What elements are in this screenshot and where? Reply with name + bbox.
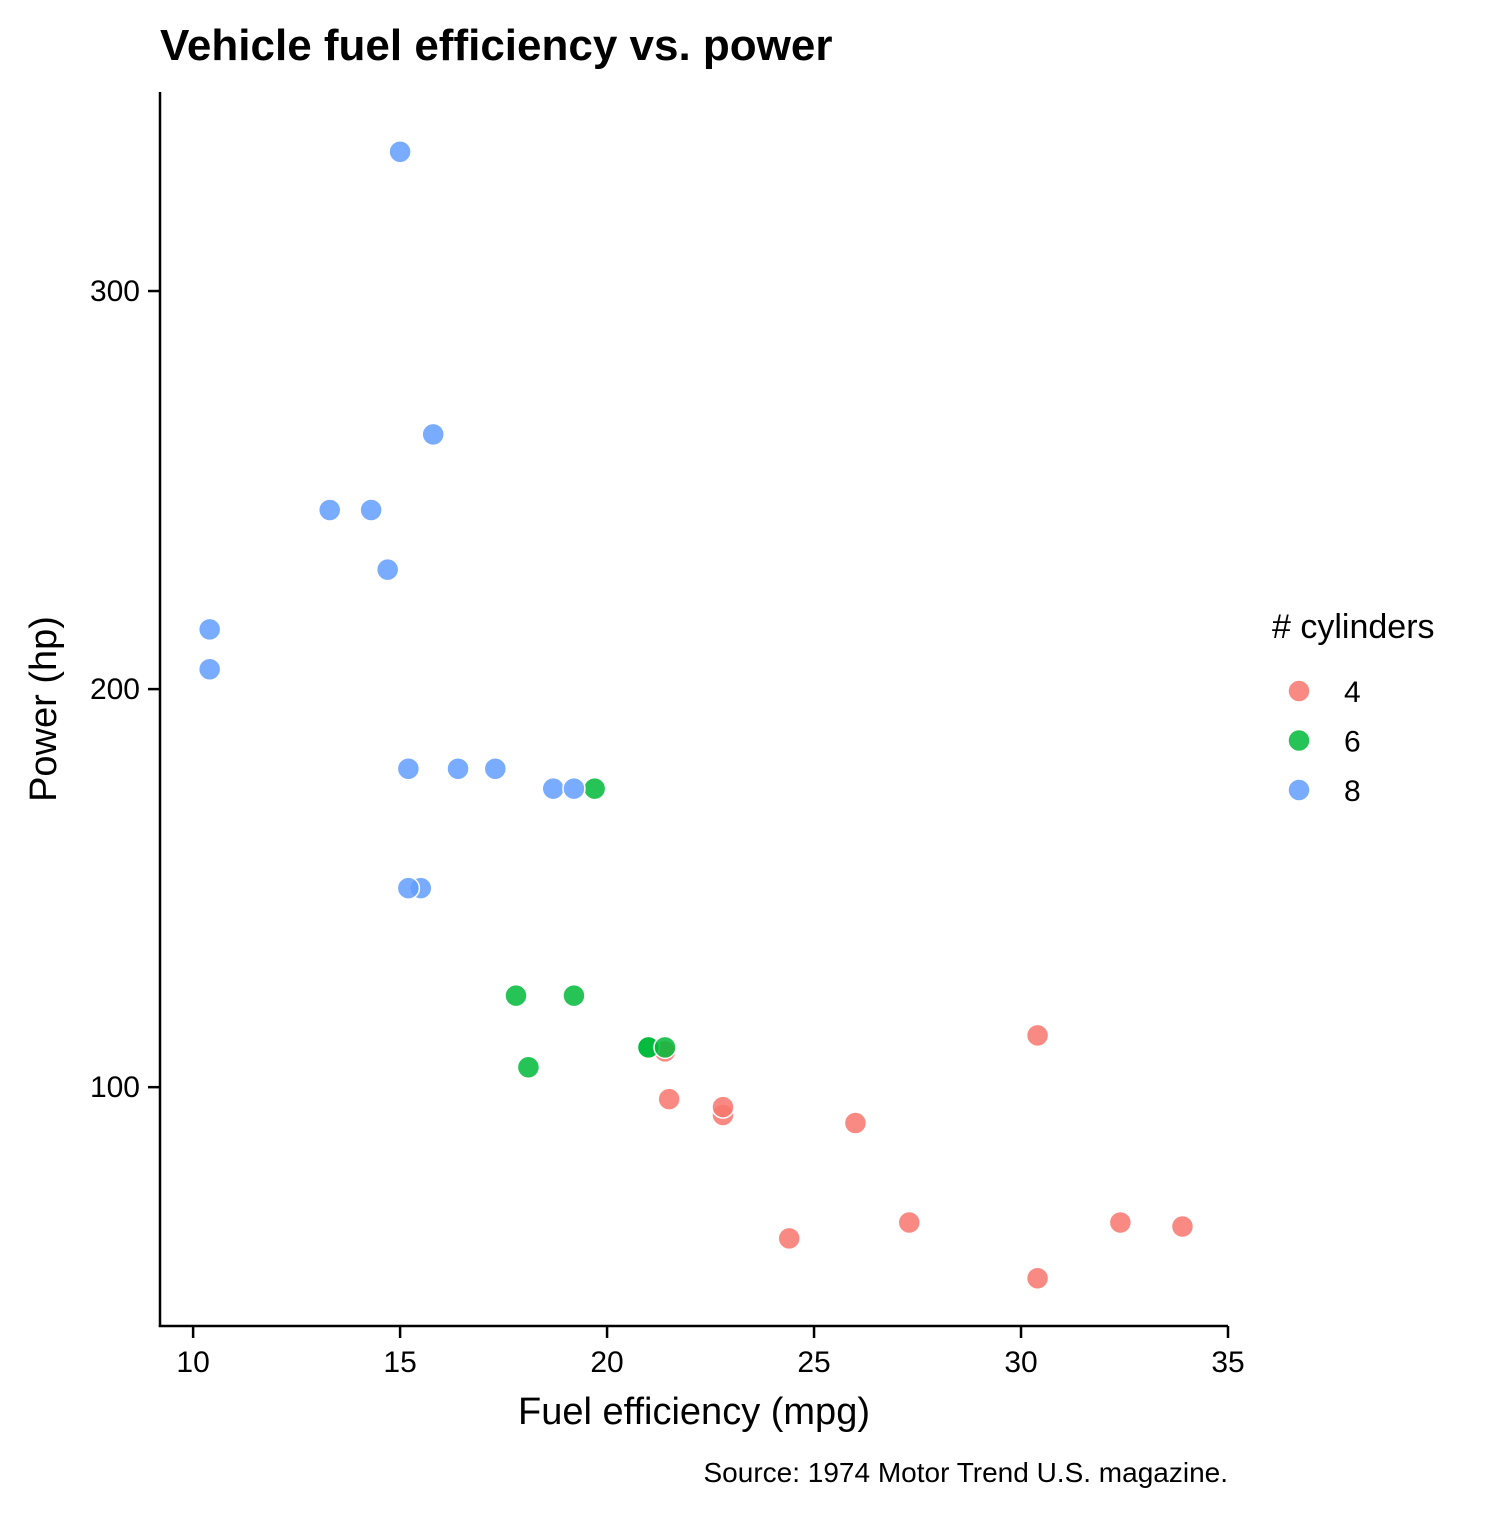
legend-label-6: 6 [1344,726,1361,759]
point-cyl-8 [359,498,383,522]
x-tick-label: 15 [383,1346,416,1379]
point-cyl-8 [396,756,421,781]
point-cyl-4 [711,1095,735,1119]
x-axis-ticks: 10 15 20 25 30 35 [176,1326,1245,1379]
point-cyl-8 [446,756,470,781]
point-cyl-4 [777,1226,801,1251]
point-cyl-4 [1025,1266,1050,1290]
points-layer [197,139,1195,1290]
point-cyl-8 [483,756,508,781]
point-cyl-4 [897,1210,922,1235]
y-tick-label: 200 [90,673,140,706]
x-tick-label: 35 [1211,1346,1244,1379]
x-tick-label: 10 [176,1346,209,1379]
legend-label-8: 8 [1344,775,1361,808]
x-tick-label: 20 [590,1346,623,1379]
point-cyl-6 [504,983,528,1008]
point-cyl-8 [317,498,342,522]
point-cyl-8 [562,776,586,801]
chart-caption: Source: 1974 Motor Trend U.S. magazine. [704,1457,1229,1488]
point-cyl-8 [388,139,412,164]
point-cyl-8 [541,776,566,801]
point-cyl-8 [421,422,445,447]
x-tick-label: 30 [1004,1346,1037,1379]
x-tick-label: 25 [797,1346,830,1379]
point-cyl-6 [653,1035,677,1060]
point-cyl-8 [197,617,222,642]
legend-items: 4 6 8 [1287,676,1361,808]
point-cyl-6 [582,776,607,801]
y-axis-title: Power (hp) [23,616,65,802]
y-tick-label: 300 [90,275,140,308]
legend-key-8 [1287,778,1311,802]
y-tick-label: 100 [90,1071,140,1104]
point-cyl-6 [516,1055,541,1080]
point-cyl-4 [1170,1214,1195,1239]
legend-key-4 [1287,679,1311,703]
point-cyl-4 [1025,1023,1050,1048]
point-cyl-4 [1108,1210,1133,1235]
legend-key-6 [1287,728,1311,753]
legend-label-4: 4 [1344,676,1361,709]
point-cyl-4 [843,1111,868,1135]
point-cyl-6 [562,983,586,1008]
y-axis-ticks: 100 200 300 [90,275,160,1104]
x-axis-title: Fuel efficiency (mpg) [518,1391,870,1433]
legend-title: # cylinders [1272,608,1435,646]
chart-title: Vehicle fuel efficiency vs. power [160,21,833,70]
point-cyl-8 [197,657,222,681]
legend: # cylinders 4 6 8 [1272,608,1435,808]
point-cyl-8 [375,557,400,582]
point-cyl-4 [657,1087,681,1111]
point-cyl-8 [396,876,421,900]
